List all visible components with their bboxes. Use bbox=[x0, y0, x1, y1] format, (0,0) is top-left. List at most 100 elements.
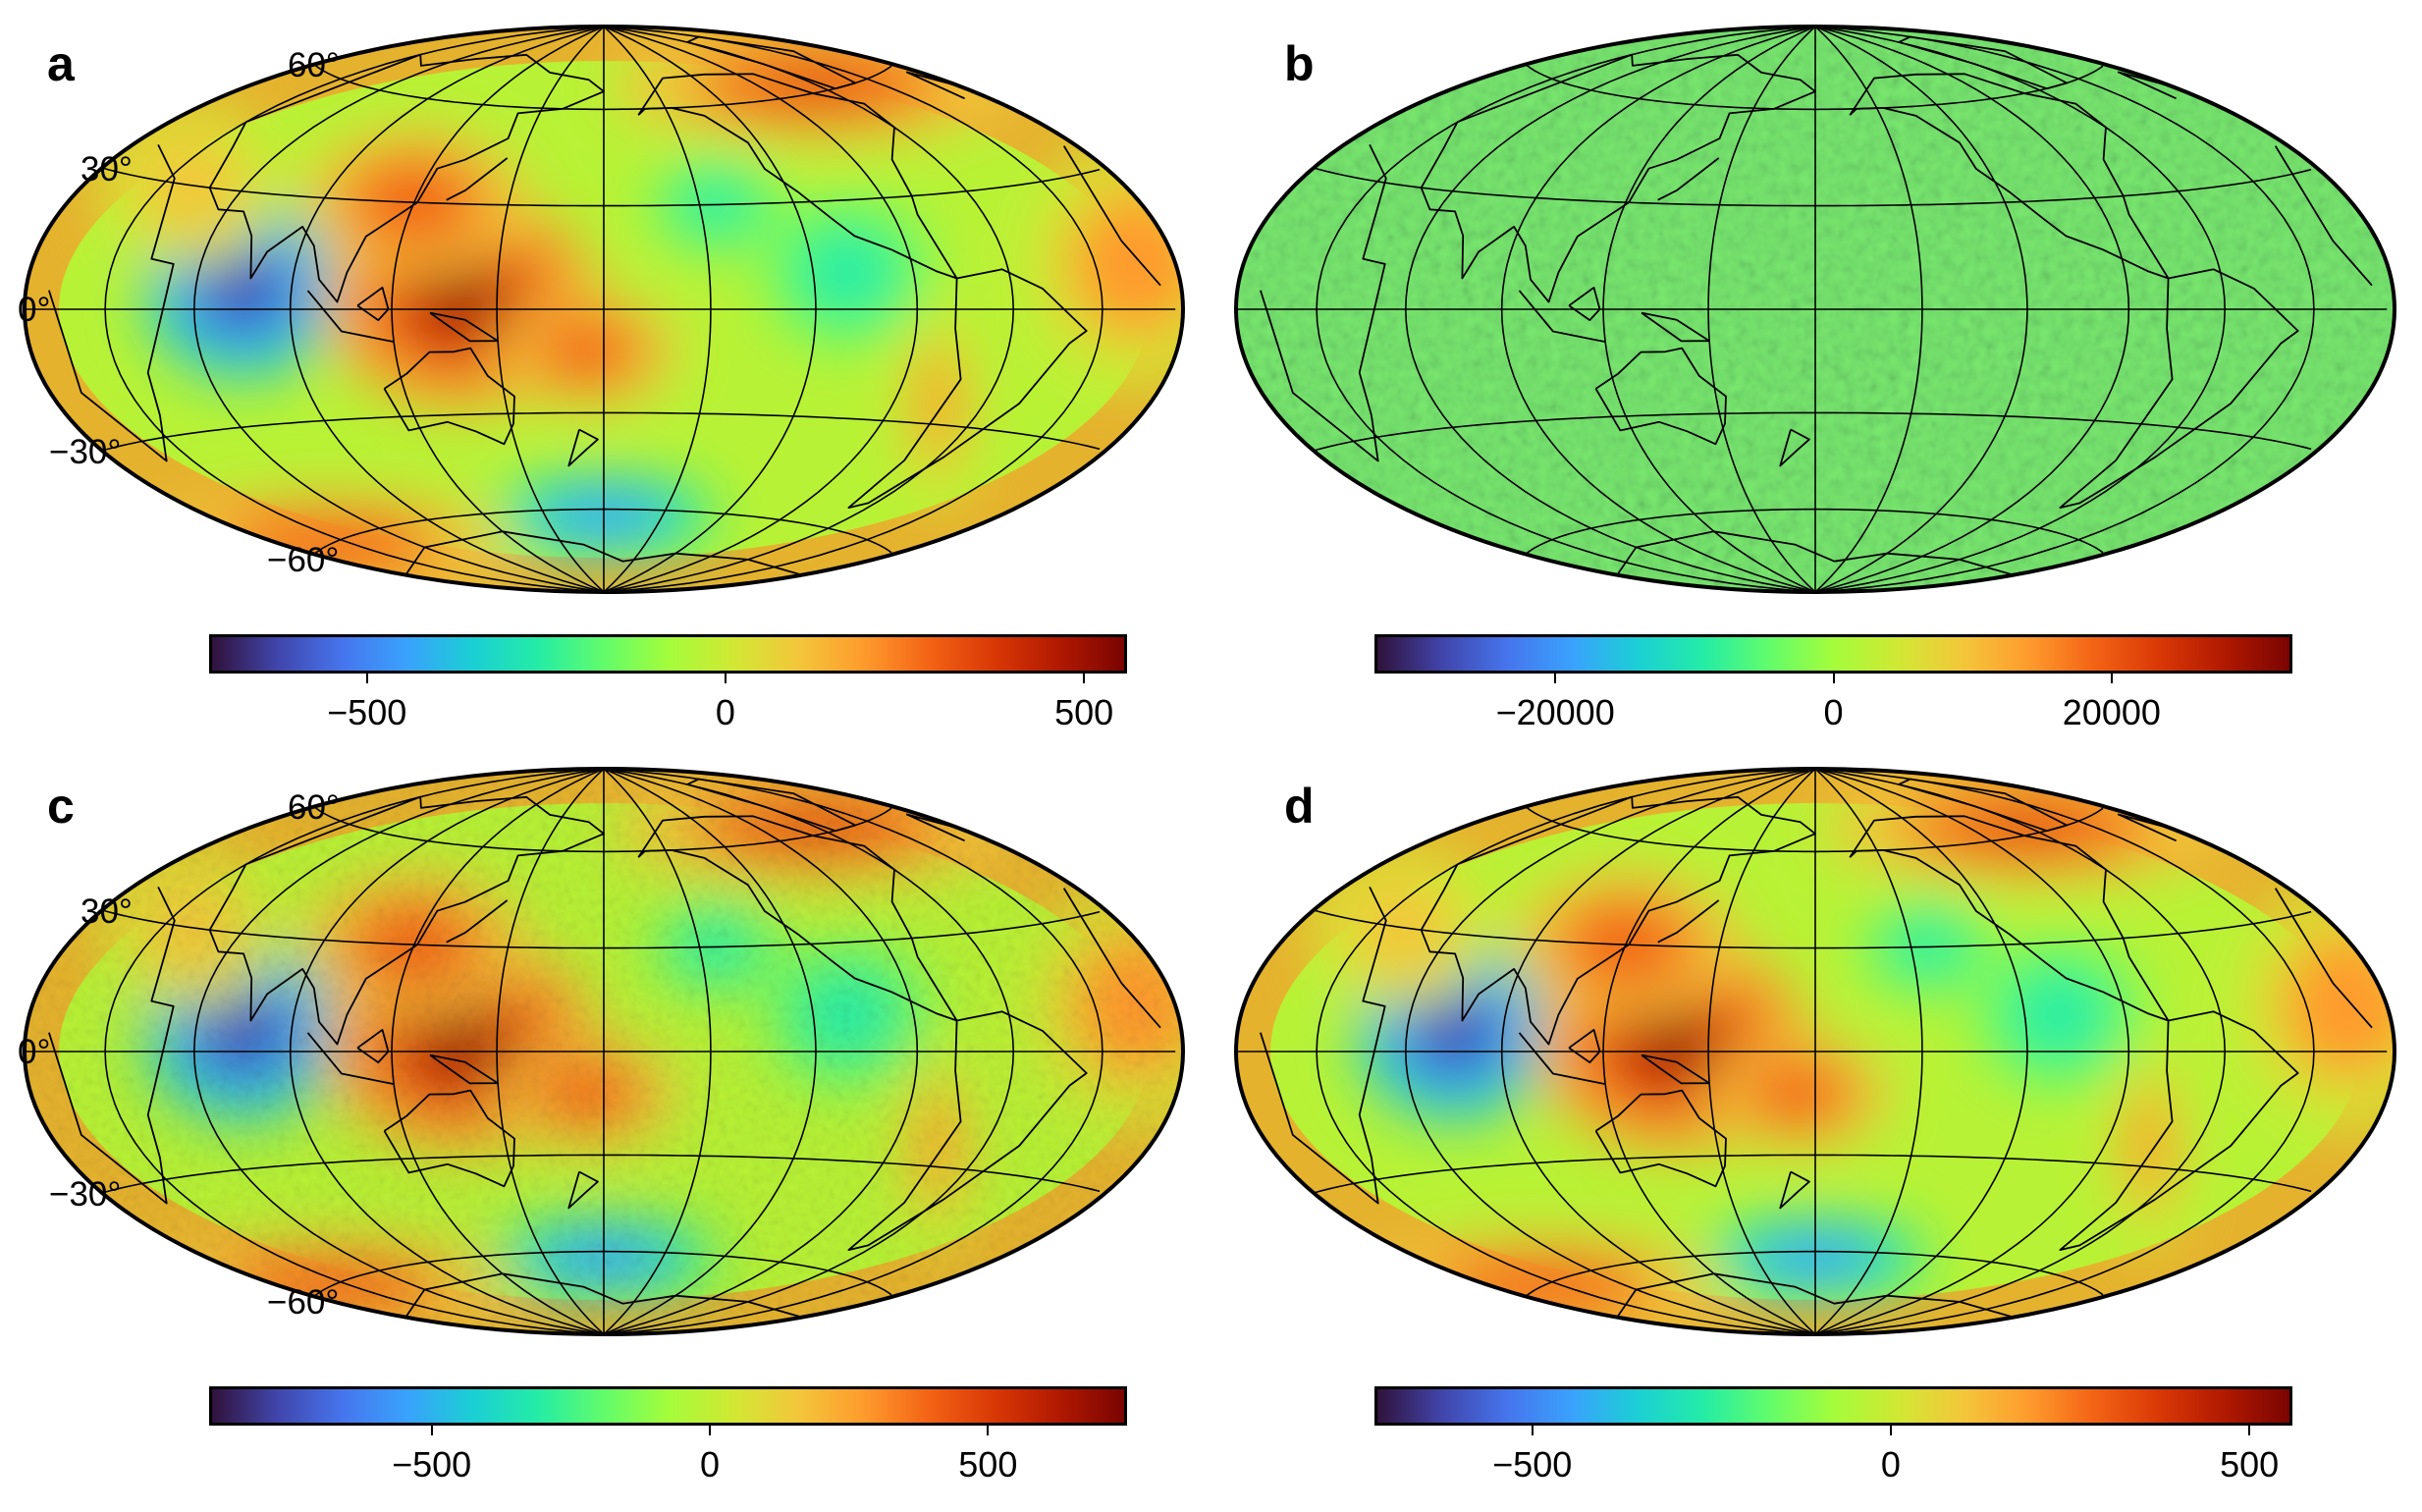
coastline bbox=[1779, 1170, 1810, 1210]
lat-label-60s: −60° bbox=[267, 1283, 340, 1322]
parallel-line bbox=[1313, 1154, 2312, 1194]
coastline bbox=[429, 311, 499, 343]
map-a bbox=[23, 25, 1185, 594]
coastline bbox=[208, 795, 605, 1046]
coastline bbox=[383, 1089, 515, 1188]
coastline bbox=[429, 1053, 499, 1085]
coastline bbox=[847, 268, 1088, 509]
field-blob bbox=[796, 227, 898, 319]
coastline bbox=[1641, 1053, 1710, 1085]
colorbar-tick-label: 500 bbox=[958, 1444, 1018, 1485]
colorbar-tick bbox=[2110, 674, 2113, 683]
noise-tint bbox=[1236, 27, 2395, 592]
lat-label-0: 0° bbox=[18, 1033, 51, 1071]
field-blob bbox=[1066, 187, 1183, 340]
coastline bbox=[446, 899, 509, 944]
colorbar-gradient bbox=[209, 634, 1127, 674]
coastline bbox=[306, 1032, 395, 1085]
parallel-line bbox=[313, 63, 892, 111]
coastlines bbox=[1260, 778, 2373, 1319]
colorbar-tick-label: 0 bbox=[715, 692, 735, 732]
coastline bbox=[1641, 311, 1710, 343]
coastline bbox=[1260, 887, 2373, 1205]
parallel-line bbox=[1313, 167, 2312, 207]
panel-label-b: b bbox=[1284, 36, 1315, 91]
colorbar-tick-label: 500 bbox=[1054, 692, 1114, 732]
colorbar-tick bbox=[1889, 1426, 1892, 1435]
field-blob bbox=[530, 315, 642, 387]
colorbar-tick-label: 0 bbox=[1823, 692, 1844, 732]
noise-texture bbox=[25, 769, 1183, 1334]
graticule bbox=[1235, 26, 2388, 593]
coastline bbox=[404, 1272, 803, 1319]
panel-a: a 60° 30° 0° −30° −60° −500 0 500 bbox=[0, 0, 1211, 756]
field-blob bbox=[1429, 1010, 1479, 1054]
map-d bbox=[1234, 767, 2396, 1336]
colorbar-tick bbox=[1554, 674, 1557, 683]
parallel-line bbox=[1525, 508, 2104, 556]
map-frame bbox=[1234, 767, 2396, 1336]
graticule bbox=[24, 768, 1176, 1335]
lat-label-60n: 60° bbox=[288, 788, 340, 827]
parallel-line bbox=[1525, 1250, 2104, 1298]
coastline bbox=[1657, 899, 1720, 944]
field-layer bbox=[1236, 27, 2395, 592]
panel-label-d: d bbox=[1284, 779, 1315, 834]
parallel-line bbox=[101, 909, 1101, 949]
coastlines bbox=[48, 35, 1161, 576]
coastline bbox=[567, 428, 599, 467]
colorbar-b: −20000 0 20000 bbox=[1374, 634, 2292, 730]
coastline bbox=[1518, 290, 1606, 343]
coastline bbox=[1779, 428, 1810, 467]
coastlines bbox=[48, 778, 1161, 1319]
parallel-line bbox=[1313, 909, 2312, 949]
colorbar-tick bbox=[709, 1426, 711, 1435]
coastline bbox=[1898, 778, 2069, 833]
panel-d: d −500 0 500 bbox=[1211, 756, 2422, 1512]
colorbar-gradient bbox=[1374, 634, 2292, 674]
colorbar-tick-label: −500 bbox=[1492, 1444, 1573, 1485]
field-blob bbox=[218, 268, 267, 312]
field-layer bbox=[1236, 769, 2395, 1334]
lat-label-60s: −60° bbox=[267, 541, 340, 579]
colorbar-a: −500 0 500 bbox=[209, 634, 1127, 730]
panel-c: c 60° 30° 0° −30° −60° −500 0 500 bbox=[0, 756, 1211, 1512]
panel-label-a: a bbox=[47, 36, 75, 91]
coastline bbox=[1616, 530, 2015, 576]
colorbar-tick bbox=[1531, 1426, 1534, 1435]
coastline bbox=[48, 887, 1161, 1205]
lat-label-30s: −30° bbox=[49, 1175, 122, 1214]
colorbar-tick-label: −20000 bbox=[1495, 692, 1615, 732]
field-blob bbox=[1742, 1057, 1854, 1129]
colorbar-tick bbox=[430, 1426, 433, 1435]
coastline bbox=[1420, 795, 1816, 1046]
coastline bbox=[446, 157, 509, 201]
colorbar-gradient bbox=[1374, 1386, 2292, 1426]
coastline bbox=[356, 287, 390, 321]
field-blob bbox=[2126, 1084, 2173, 1212]
map-b bbox=[1234, 25, 2396, 594]
lat-label-60n: 60° bbox=[288, 46, 340, 84]
field-blob bbox=[1641, 1018, 1706, 1070]
coastline bbox=[208, 53, 605, 303]
parallel-line bbox=[101, 411, 1101, 452]
colorbar-tick bbox=[724, 674, 727, 683]
map-frame bbox=[23, 767, 1185, 1336]
parallel-line bbox=[1525, 63, 2104, 111]
colorbar-tick bbox=[1083, 674, 1086, 683]
coastline bbox=[686, 778, 857, 833]
coastline bbox=[1568, 287, 1601, 321]
parallel-line bbox=[313, 1250, 892, 1298]
coastline bbox=[686, 35, 857, 90]
map-frame bbox=[23, 25, 1185, 594]
parallel-line bbox=[1313, 411, 2312, 452]
field-blob bbox=[429, 276, 495, 328]
colorbar-tick-label: −500 bbox=[392, 1444, 472, 1485]
colorbar-c: −500 0 500 bbox=[209, 1386, 1127, 1483]
coastline bbox=[306, 290, 395, 343]
parallel-line bbox=[101, 167, 1101, 207]
coastline bbox=[1898, 35, 2069, 90]
graticule bbox=[1235, 768, 2388, 1335]
coastline bbox=[356, 1029, 390, 1063]
